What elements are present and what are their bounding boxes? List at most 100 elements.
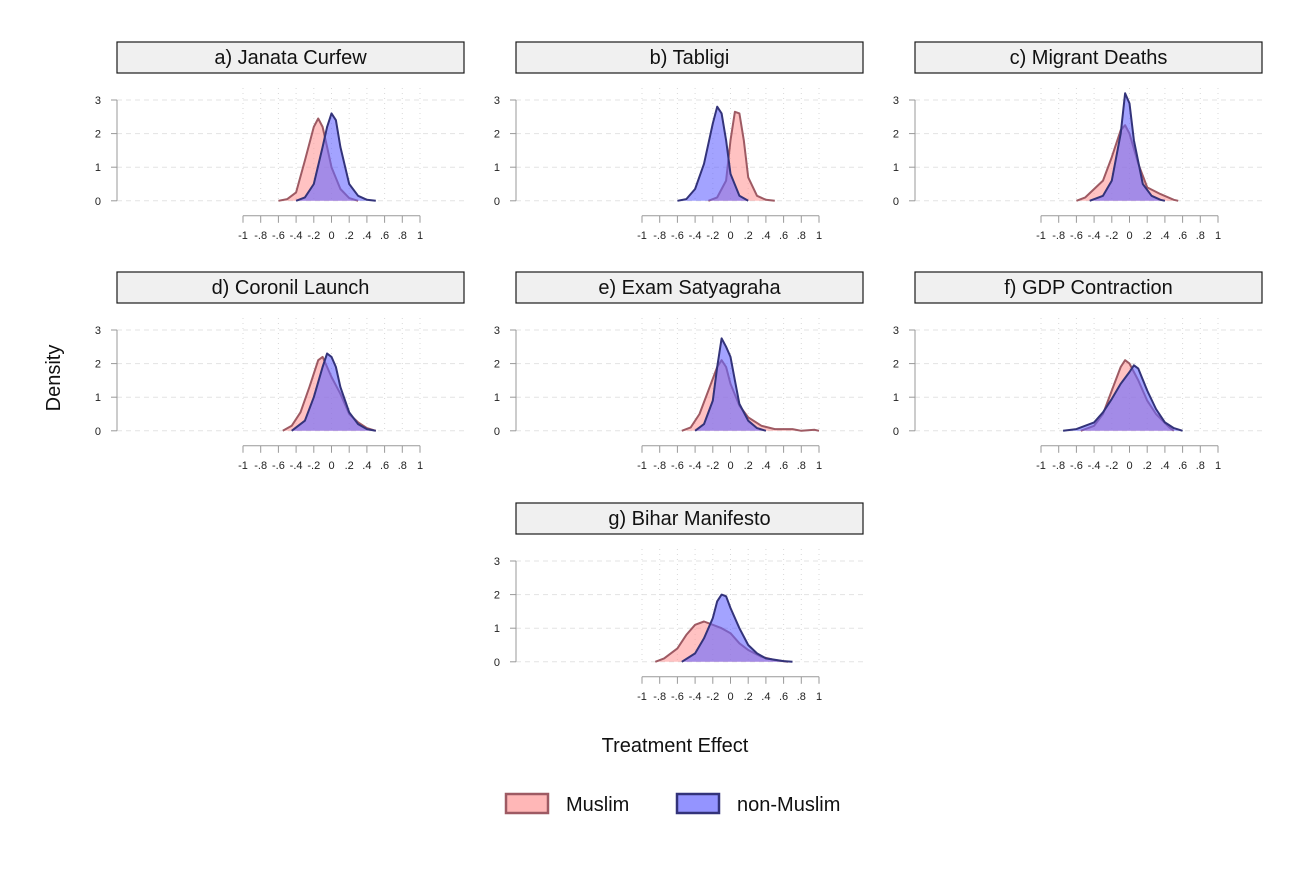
y-tick-label: 1 bbox=[494, 392, 500, 404]
x-tick-label: 1 bbox=[1215, 230, 1221, 242]
y-tick-label: 2 bbox=[494, 359, 500, 371]
x-tick-label: -.6 bbox=[671, 230, 684, 242]
legend-label: Muslim bbox=[566, 794, 629, 816]
x-tick-label: .4 bbox=[1160, 460, 1169, 472]
density-area-non-muslim bbox=[1089, 93, 1165, 201]
x-tick-label: .6 bbox=[779, 691, 788, 703]
x-tick-label: -.2 bbox=[706, 230, 719, 242]
x-tick-label: 0 bbox=[1126, 230, 1132, 242]
density-line-non-muslim bbox=[1089, 92, 1166, 202]
panel-5: e) Exam Satyagraha 0 1 2 3 -1 -.8 -.6 -.4 -.2 0 .2.… bbox=[494, 271, 864, 472]
panel-strip bbox=[116, 271, 465, 304]
x-tick-label: .8 bbox=[398, 230, 407, 242]
panel-strip bbox=[914, 271, 1263, 304]
panel-title: a) Janata Curfew bbox=[214, 47, 367, 69]
x-tick-label: -.6 bbox=[272, 460, 285, 472]
x-tick-label: -.6 bbox=[1070, 460, 1083, 472]
density-area-muslim bbox=[681, 360, 819, 431]
y-tick-label: 0 bbox=[494, 657, 500, 669]
legend-item-non-muslim: non-Muslim bbox=[675, 792, 840, 816]
x-tick-label: -.2 bbox=[1105, 460, 1118, 472]
x-tick-label: .2 bbox=[1143, 460, 1152, 472]
x-tick-label: .2 bbox=[744, 230, 753, 242]
x-tick-label: -.4 bbox=[290, 460, 303, 472]
panel-6: f) GDP Contraction 0 1 2 3 -1 -.8 -.6 -.4 -.2 0 .2.… bbox=[893, 271, 1263, 472]
density-line-non-muslim bbox=[677, 105, 749, 202]
x-tick-label: .8 bbox=[1196, 230, 1205, 242]
density-line-non-muslim bbox=[295, 112, 376, 202]
x-tick-label: -.8 bbox=[1052, 460, 1065, 472]
x-tick-label: .8 bbox=[797, 230, 806, 242]
y-tick-label: 3 bbox=[494, 556, 500, 568]
panel-strip bbox=[914, 41, 1263, 74]
panel-strip bbox=[116, 41, 465, 74]
y-tick-label: 1 bbox=[893, 162, 899, 174]
panel-strip bbox=[515, 271, 864, 304]
x-tick-label: .8 bbox=[1196, 460, 1205, 472]
panel-title: e) Exam Satyagraha bbox=[598, 277, 781, 299]
x-tick-label: 1 bbox=[417, 230, 423, 242]
y-tick-label: 0 bbox=[494, 426, 500, 438]
legend-swatch bbox=[675, 792, 721, 815]
panel-7: g) Bihar Manifesto 0 1 2 3 -1 -.8 -.6 -.4 -.2 0 .2.… bbox=[494, 502, 864, 703]
density-area-muslim bbox=[708, 111, 775, 201]
x-tick-label: .6 bbox=[1178, 230, 1187, 242]
y-tick-label: 2 bbox=[893, 129, 899, 141]
x-tick-label: -1 bbox=[1036, 460, 1046, 472]
x-tick-label: -.8 bbox=[254, 460, 267, 472]
y-tick-label: 0 bbox=[95, 426, 101, 438]
density-area-non-muslim bbox=[1063, 365, 1183, 431]
density-area-non-muslim bbox=[291, 353, 376, 431]
panel-1: a) Janata Curfew 0 1 2 3 -1 -.8 -.6 -.4 -.2 0 .2 .4.… bbox=[95, 41, 465, 242]
y-tick-label: 3 bbox=[494, 325, 500, 337]
x-tick-label: .4 bbox=[1160, 230, 1169, 242]
panel-title: c) Migrant Deaths bbox=[1010, 47, 1168, 69]
y-tick-label: 2 bbox=[95, 359, 101, 371]
x-tick-label: -1 bbox=[637, 460, 647, 472]
y-tick-label: 1 bbox=[494, 623, 500, 635]
density-area-non-muslim bbox=[681, 594, 793, 662]
density-line-non-muslim bbox=[694, 337, 767, 432]
x-tick-label: -.2 bbox=[1105, 230, 1118, 242]
panels-layer: a) Janata Curfew 0 1 2 3 -1 -.8 -.6 -.4 -.2 0 .2 .4.… bbox=[95, 41, 1263, 703]
x-tick-label: -1 bbox=[1036, 230, 1046, 242]
x-tick-label: -.2 bbox=[307, 460, 320, 472]
y-tick-label: 1 bbox=[494, 162, 500, 174]
y-tick-label: 0 bbox=[893, 196, 899, 208]
x-tick-label: -1 bbox=[637, 691, 647, 703]
y-tick-label: 3 bbox=[95, 95, 101, 107]
x-tick-label: -.2 bbox=[307, 230, 320, 242]
x-tick-label: -.6 bbox=[1070, 230, 1083, 242]
y-tick-label: 3 bbox=[494, 95, 500, 107]
panel-title: f) GDP Contraction bbox=[1004, 277, 1173, 299]
x-tick-label: 0 bbox=[1126, 460, 1132, 472]
density-line-non-muslim bbox=[681, 593, 793, 663]
x-tick-label: -.8 bbox=[653, 230, 666, 242]
x-tick-label: .2 bbox=[744, 460, 753, 472]
x-tick-label: .4 bbox=[761, 230, 770, 242]
x-tick-label: 0 bbox=[727, 691, 733, 703]
panel-strip bbox=[515, 502, 864, 535]
x-tick-label: .4 bbox=[761, 460, 770, 472]
x-tick-label: -1 bbox=[637, 230, 647, 242]
x-tick-label: -.4 bbox=[1088, 460, 1101, 472]
x-tick-label: .2 bbox=[345, 460, 354, 472]
panel-3: c) Migrant Deaths 0 1 2 3 -1 -.8 -.6 -.4 -.2 0 .2 .4… bbox=[893, 41, 1263, 242]
x-tick-label: .8 bbox=[797, 691, 806, 703]
panel-4: d) Coronil Launch 0 1 2 3 -1 -.8 -.6 -.4 -.2 0 .2 .4… bbox=[95, 271, 465, 472]
x-tick-label: -.6 bbox=[671, 460, 684, 472]
y-tick-label: 2 bbox=[494, 129, 500, 141]
y-tick-label: 2 bbox=[893, 359, 899, 371]
legend-label: non-Muslim bbox=[737, 794, 840, 816]
density-line-non-muslim bbox=[291, 352, 376, 432]
density-area-non-muslim bbox=[677, 106, 749, 201]
x-tick-label: .6 bbox=[1178, 460, 1187, 472]
x-tick-label: .8 bbox=[398, 460, 407, 472]
panel-strip bbox=[515, 41, 864, 74]
panel-title: g) Bihar Manifesto bbox=[608, 508, 770, 530]
x-tick-label: .6 bbox=[779, 230, 788, 242]
x-tick-label: .4 bbox=[761, 691, 770, 703]
x-tick-label: -1 bbox=[238, 460, 248, 472]
x-tick-label: 0 bbox=[328, 460, 334, 472]
